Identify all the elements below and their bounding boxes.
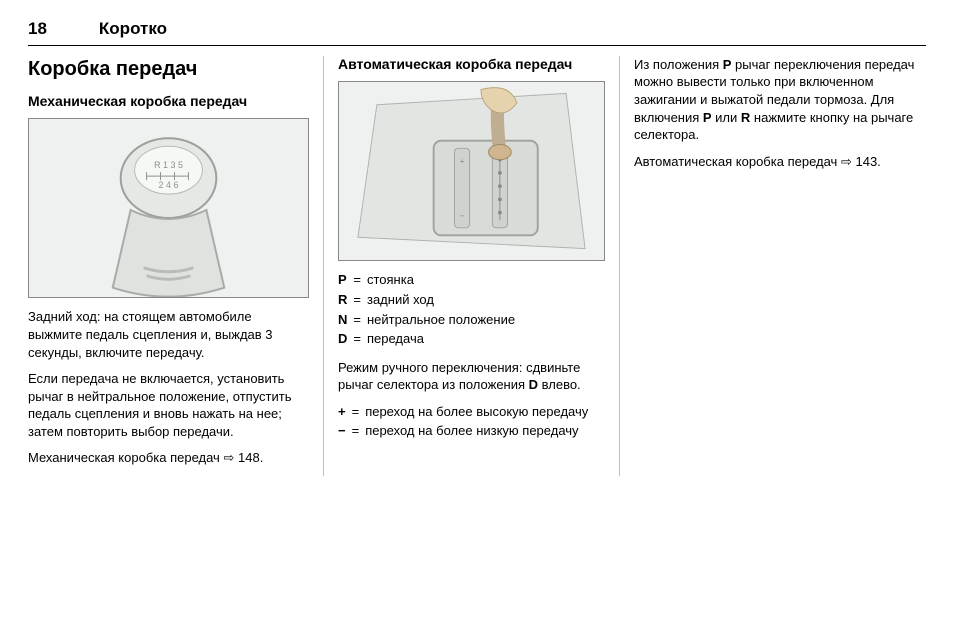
- xref-arrow-icon: ⇨: [841, 154, 852, 169]
- equals-sign: =: [353, 291, 367, 311]
- equals-sign: =: [352, 422, 366, 442]
- svg-text:−: −: [460, 212, 465, 221]
- def-value: стоянка: [367, 271, 515, 291]
- text: Из положения: [634, 57, 723, 72]
- paragraph: Режим ручного переключения: сдвиньте рыч…: [338, 359, 605, 394]
- column-2: Автоматическая коробка передач + −: [324, 56, 620, 476]
- chapter-title: Коротко: [99, 18, 167, 41]
- svg-text:R 1 3 5: R 1 3 5: [154, 161, 183, 171]
- auto-selector-icon: + −: [339, 81, 604, 261]
- xref-text: Автоматическая коробка передач: [634, 154, 837, 169]
- column-1: Коробка передач Механическая коробка пер…: [28, 56, 324, 476]
- bold-text: R: [741, 110, 750, 125]
- page-header: 18 Коротко: [28, 18, 926, 46]
- svg-text:+: +: [460, 157, 465, 166]
- equals-sign: =: [353, 311, 367, 331]
- cross-reference: Механическая коробка передач ⇨ 148.: [28, 449, 309, 467]
- manual-gearshift-figure: R 1 3 5 2 4 6: [28, 118, 309, 298]
- content-columns: Коробка передач Механическая коробка пер…: [28, 56, 926, 476]
- list-item: N = нейтральное положение: [338, 311, 515, 331]
- def-value: переход на более низкую пе­редачу: [365, 422, 588, 442]
- xref-arrow-icon: ⇨: [223, 450, 234, 465]
- svg-text:2 4 6: 2 4 6: [159, 181, 179, 191]
- list-item: P = стоянка: [338, 271, 515, 291]
- def-key: +: [338, 403, 352, 423]
- bold-text: D: [529, 377, 538, 392]
- equals-sign: =: [352, 403, 366, 423]
- def-value: передача: [367, 330, 515, 350]
- automatic-selector-figure: + −: [338, 81, 605, 261]
- page-number: 18: [28, 18, 47, 41]
- def-value: задний ход: [367, 291, 515, 311]
- list-item: + = переход на более высокую передачу: [338, 403, 588, 423]
- list-item: − = переход на более низкую пе­редачу: [338, 422, 588, 442]
- cross-reference: Автоматическая коробка передач ⇨ 143.: [634, 153, 916, 171]
- xref-page: 148.: [238, 450, 263, 465]
- def-key: P: [338, 271, 353, 291]
- paragraph: Задний ход: на стоящем автомо­биле выжми…: [28, 308, 309, 361]
- xref-page: 143.: [855, 154, 880, 169]
- def-key: D: [338, 330, 353, 350]
- equals-sign: =: [353, 271, 367, 291]
- def-key: N: [338, 311, 353, 331]
- def-key: R: [338, 291, 353, 311]
- def-value: переход на более высокую передачу: [365, 403, 588, 423]
- bold-text: P: [703, 110, 712, 125]
- def-key: −: [338, 422, 352, 442]
- manual-mode-list: + = переход на более высокую передачу − …: [338, 403, 588, 442]
- text: влево.: [538, 377, 581, 392]
- subsection-title-auto: Автоматическая коробка передач: [338, 56, 605, 74]
- subsection-title-manual: Механическая коробка передач: [28, 93, 309, 111]
- text: или: [712, 110, 741, 125]
- paragraph: Из положения P рычаг переключе­ния перед…: [634, 56, 916, 144]
- paragraph: Если передача не включается, ус­тановить…: [28, 370, 309, 440]
- def-value: нейтральное положение: [367, 311, 515, 331]
- equals-sign: =: [353, 330, 367, 350]
- gear-positions-list: P = стоянка R = задний ход N = нейтральн…: [338, 271, 515, 349]
- gearshift-knob-icon: R 1 3 5 2 4 6: [29, 118, 308, 298]
- section-title: Коробка передач: [28, 56, 309, 83]
- list-item: R = задний ход: [338, 291, 515, 311]
- column-3: Из положения P рычаг переключе­ния перед…: [620, 56, 916, 476]
- list-item: D = передача: [338, 330, 515, 350]
- xref-text: Механическая коробка передач: [28, 450, 220, 465]
